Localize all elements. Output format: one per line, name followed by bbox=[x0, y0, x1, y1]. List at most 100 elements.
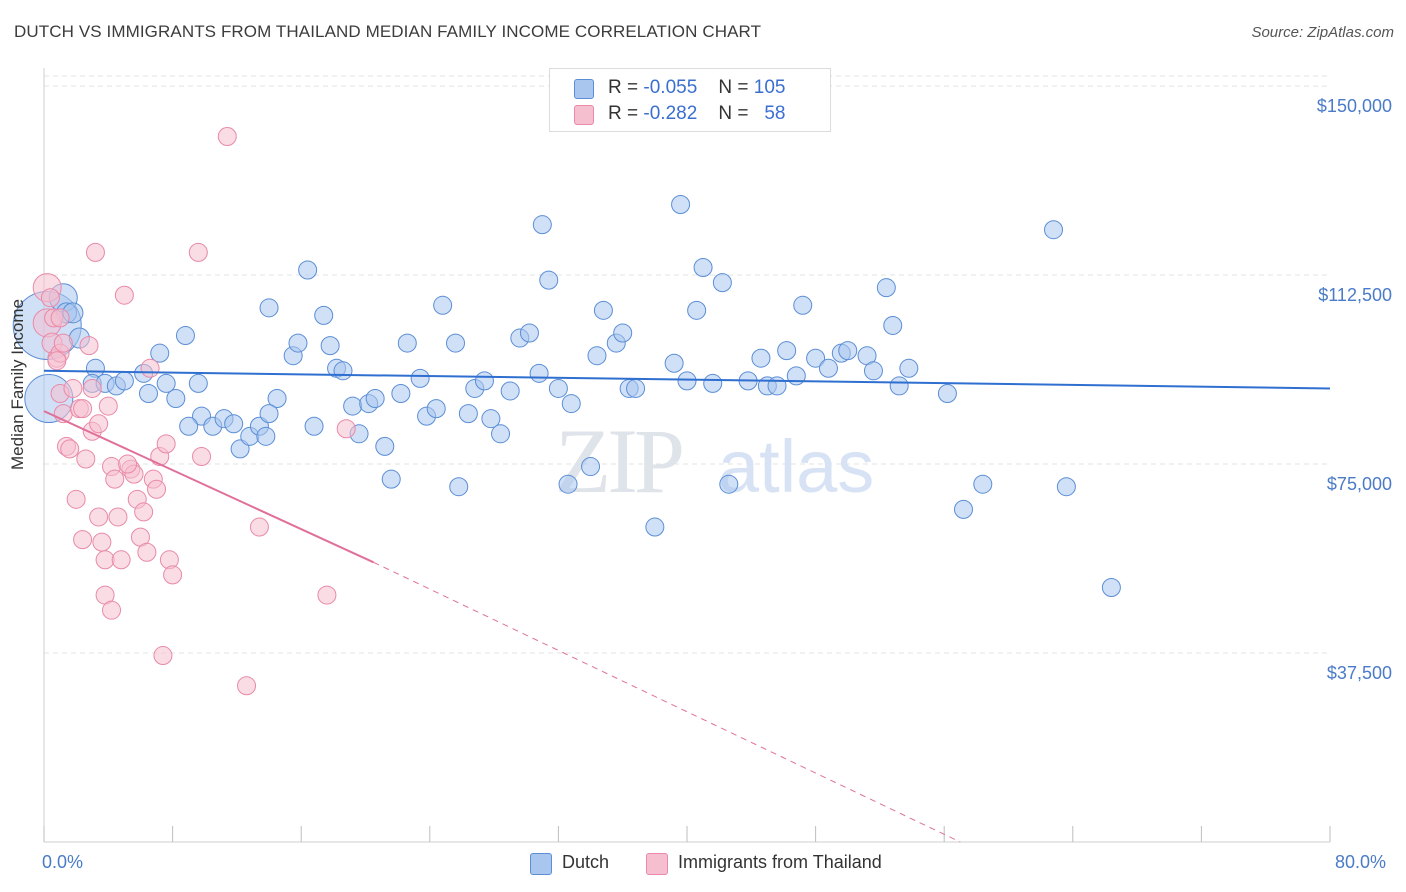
y-axis-label: Median Family Income bbox=[8, 298, 27, 470]
point-dutch bbox=[224, 414, 244, 434]
point-thailand bbox=[82, 378, 102, 398]
trend-line-thailand-extension bbox=[373, 561, 961, 843]
point-dutch bbox=[1044, 220, 1064, 240]
point-thailand bbox=[66, 489, 86, 509]
point-thailand bbox=[111, 550, 131, 570]
point-dutch bbox=[500, 381, 520, 401]
point-dutch bbox=[267, 389, 287, 409]
point-thailand bbox=[192, 446, 212, 466]
point-thailand bbox=[89, 414, 109, 434]
point-thailand bbox=[163, 565, 183, 585]
point-dutch bbox=[433, 295, 453, 315]
legend-swatch-thailand bbox=[574, 105, 594, 125]
point-dutch bbox=[539, 270, 559, 290]
y-tick-label: $37,500 bbox=[1326, 663, 1392, 684]
watermark-atlas: atlas bbox=[718, 425, 874, 508]
legend-n-label: N = bbox=[718, 77, 749, 98]
point-thailand bbox=[76, 449, 96, 469]
point-thailand bbox=[140, 358, 160, 378]
legend-r-label: R = bbox=[608, 103, 639, 124]
legend-swatch-dutch bbox=[574, 79, 594, 99]
point-thailand bbox=[237, 676, 257, 696]
point-dutch bbox=[883, 315, 903, 335]
point-thailand bbox=[114, 285, 134, 305]
legend-r-value: -0.282 bbox=[643, 103, 698, 124]
point-dutch bbox=[1101, 578, 1121, 598]
bottom-legend-swatch-thailand bbox=[646, 853, 668, 875]
bottom-legend-label-thailand: Immigrants from Thailand bbox=[678, 852, 882, 872]
point-dutch bbox=[719, 474, 739, 494]
point-thailand bbox=[50, 308, 70, 328]
point-dutch bbox=[561, 394, 581, 414]
point-dutch bbox=[693, 258, 713, 277]
point-dutch bbox=[677, 371, 697, 391]
point-thailand bbox=[147, 479, 167, 499]
point-dutch bbox=[343, 396, 363, 416]
point-dutch bbox=[259, 404, 279, 424]
point-dutch bbox=[481, 409, 501, 429]
point-dutch bbox=[458, 404, 478, 424]
watermark: ZIP atlas bbox=[555, 410, 874, 512]
trend-lines bbox=[43, 369, 1331, 843]
point-dutch bbox=[491, 424, 511, 444]
point-dutch bbox=[587, 346, 607, 366]
y-tick-label: $150,000 bbox=[1316, 96, 1392, 117]
point-dutch bbox=[777, 341, 797, 361]
point-dutch bbox=[937, 383, 957, 403]
point-thailand bbox=[336, 419, 356, 439]
point-dutch bbox=[863, 361, 883, 381]
point-dutch bbox=[703, 373, 723, 393]
point-thailand bbox=[188, 242, 208, 262]
point-thailand bbox=[108, 507, 128, 527]
series-thailand bbox=[32, 126, 356, 696]
trend-line-dutch bbox=[43, 369, 1331, 390]
point-thailand bbox=[105, 469, 125, 489]
point-thailand bbox=[156, 434, 176, 454]
point-dutch bbox=[671, 195, 691, 215]
point-dutch bbox=[320, 336, 340, 356]
point-dutch bbox=[156, 373, 176, 393]
point-dutch bbox=[581, 457, 601, 477]
point-dutch bbox=[793, 295, 813, 315]
point-dutch bbox=[449, 477, 469, 497]
point-thailand bbox=[63, 378, 83, 398]
point-thailand bbox=[249, 517, 269, 537]
point-thailand bbox=[53, 333, 73, 353]
point-dutch bbox=[333, 361, 353, 381]
point-dutch bbox=[314, 305, 334, 325]
point-dutch bbox=[138, 383, 158, 403]
point-thailand bbox=[153, 646, 173, 666]
bottom-legend-dutch: Dutch bbox=[530, 852, 630, 876]
point-thailand bbox=[118, 454, 138, 474]
point-dutch bbox=[114, 371, 134, 391]
point-dutch bbox=[806, 348, 826, 368]
legend-r-value: -0.055 bbox=[643, 77, 698, 98]
bottom-legend-thailand: Immigrants from Thailand bbox=[646, 852, 926, 876]
point-dutch bbox=[529, 363, 549, 383]
point-dutch bbox=[230, 439, 250, 459]
legend-n-value: 105 bbox=[753, 77, 786, 98]
point-dutch bbox=[375, 436, 395, 456]
point-dutch bbox=[519, 323, 539, 343]
point-dutch bbox=[166, 389, 186, 409]
point-dutch bbox=[953, 499, 973, 519]
legend-n-label: N = bbox=[718, 103, 749, 124]
point-dutch bbox=[548, 378, 568, 398]
point-dutch bbox=[397, 333, 417, 353]
y-tick-label: $75,000 bbox=[1326, 474, 1392, 495]
point-dutch bbox=[626, 378, 646, 398]
point-thailand bbox=[134, 502, 154, 522]
stats-legend: R = -0.055 N = 105 R = -0.282 N = 58 bbox=[549, 68, 831, 132]
grid-lines bbox=[44, 75, 1330, 654]
x-tick-label-max: 80.0% bbox=[1335, 852, 1387, 872]
point-dutch bbox=[1056, 477, 1076, 497]
series-dutch bbox=[12, 195, 1121, 598]
point-dutch bbox=[259, 298, 279, 318]
point-dutch bbox=[593, 300, 613, 320]
point-dutch bbox=[767, 376, 787, 396]
point-dutch bbox=[474, 371, 494, 391]
x-tick-label-min: 0.0% bbox=[42, 852, 84, 872]
point-dutch bbox=[889, 376, 909, 396]
point-dutch bbox=[838, 341, 858, 361]
